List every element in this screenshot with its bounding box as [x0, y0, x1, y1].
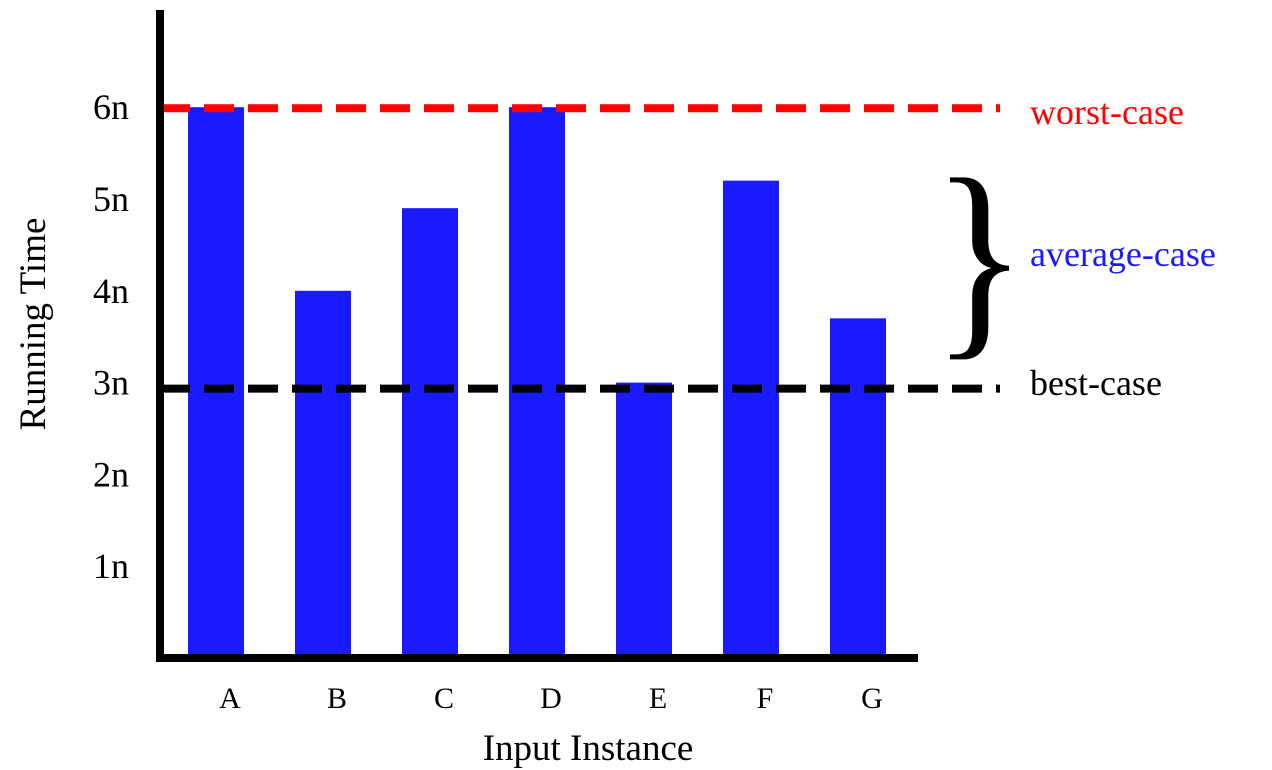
bar-G: [830, 318, 886, 658]
y-tick-label-6n: 6n: [93, 87, 129, 127]
y-tick-label-4n: 4n: [93, 271, 129, 311]
x-tick-labels: A B C D E F G: [219, 682, 883, 715]
bar-A: [188, 107, 244, 658]
x-tick-label-G: G: [861, 682, 883, 715]
x-tick-label-A: A: [219, 682, 241, 715]
y-tick-label-1n: 1n: [93, 546, 129, 586]
bar-F: [723, 180, 779, 658]
x-tick-label-F: F: [757, 682, 774, 715]
bar-E: [616, 382, 672, 658]
average-case-label: average-case: [1030, 234, 1216, 274]
y-tick-labels: 1n 2n 3n 4n 5n 6n: [93, 87, 129, 586]
reference-lines-group: [160, 104, 1000, 393]
bar-D: [509, 107, 565, 658]
y-tick-label-3n: 3n: [93, 363, 129, 403]
x-tick-label-B: B: [327, 682, 347, 715]
axes-group: [156, 10, 918, 662]
average-case-brace: }: [932, 136, 1027, 379]
y-axis-title: Running Time: [13, 218, 54, 431]
x-tick-label-C: C: [434, 682, 454, 715]
best-case-label: best-case: [1030, 363, 1162, 403]
worst-case-label: worst-case: [1030, 92, 1184, 132]
x-axis-title: Input Instance: [483, 728, 694, 769]
y-tick-label-5n: 5n: [93, 179, 129, 219]
x-tick-label-E: E: [649, 682, 667, 715]
bar-B: [295, 290, 351, 658]
bars-group: [188, 107, 886, 658]
y-tick-label-2n: 2n: [93, 454, 129, 494]
bar-C: [402, 208, 458, 658]
x-tick-label-D: D: [540, 682, 562, 715]
